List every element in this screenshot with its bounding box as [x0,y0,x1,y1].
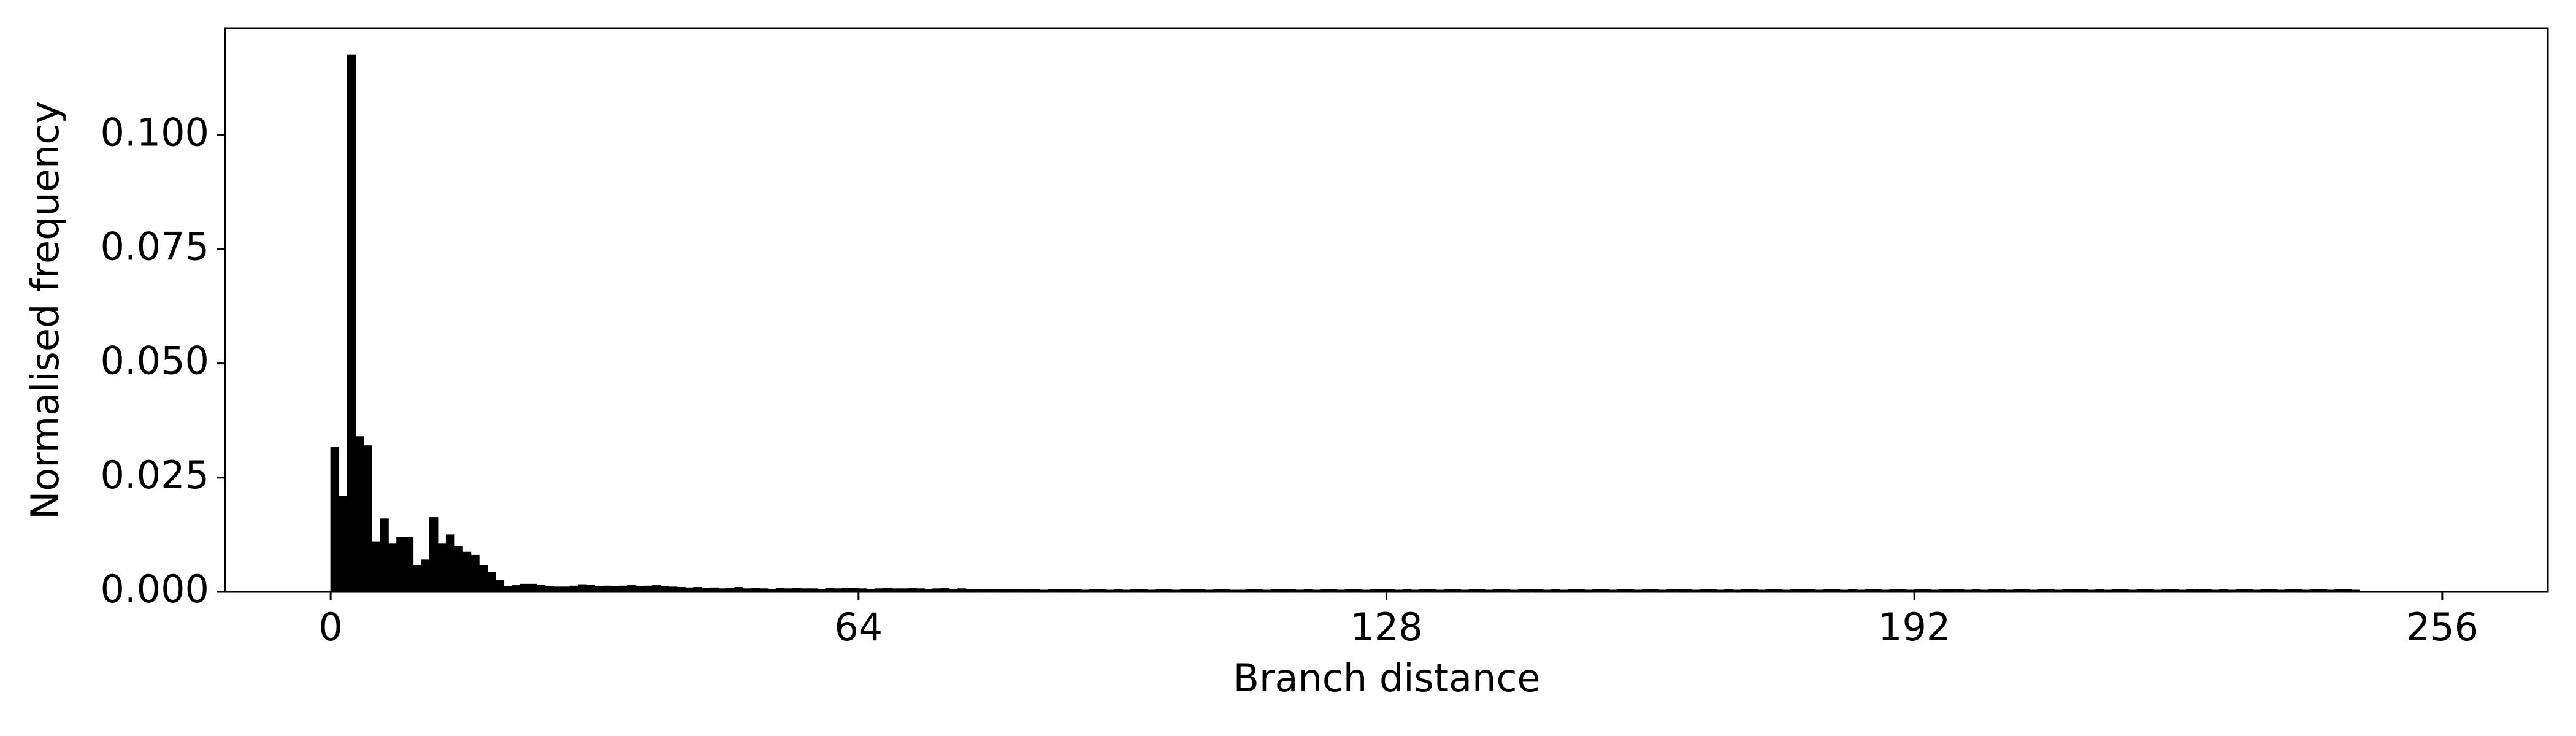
bar [470,554,480,592]
bar [512,585,521,592]
y-tick-label: 0.025 [101,453,210,497]
bar [454,546,463,592]
bar [404,537,414,592]
x-tick-label: 256 [2406,605,2478,650]
bar [437,543,447,592]
bar [429,517,439,592]
y-tick-label: 0.100 [101,110,210,155]
bar [652,585,661,592]
y-tick-label: 0.050 [101,339,210,383]
bar [371,541,381,592]
bar [536,585,546,592]
plot-frame [224,27,2549,593]
bar [355,436,364,592]
x-tick-label: 192 [1878,605,1950,650]
bar [487,572,496,592]
bar [495,580,505,592]
bar [462,551,472,592]
x-tick-label: 64 [834,605,883,650]
bar [388,543,397,592]
bar [578,584,587,592]
bar [586,585,595,592]
bar [363,445,372,592]
bar [396,537,405,592]
bar [339,496,348,592]
bar [528,583,537,592]
bar [347,54,356,592]
y-tick-label: 0.075 [101,224,210,269]
x-tick-label: 0 [318,605,342,650]
bar [478,565,488,592]
x-tick-label: 128 [1350,605,1422,650]
bar [330,447,340,592]
y-tick-label: 0.000 [101,567,210,611]
bar [421,559,431,592]
bar [380,518,389,592]
bar [445,534,455,592]
y-axis-label: Normalised frequency [23,101,67,519]
bar [519,583,529,592]
bar [627,585,637,592]
x-axis-label: Branch distance [1233,656,1540,700]
bar [413,565,422,592]
